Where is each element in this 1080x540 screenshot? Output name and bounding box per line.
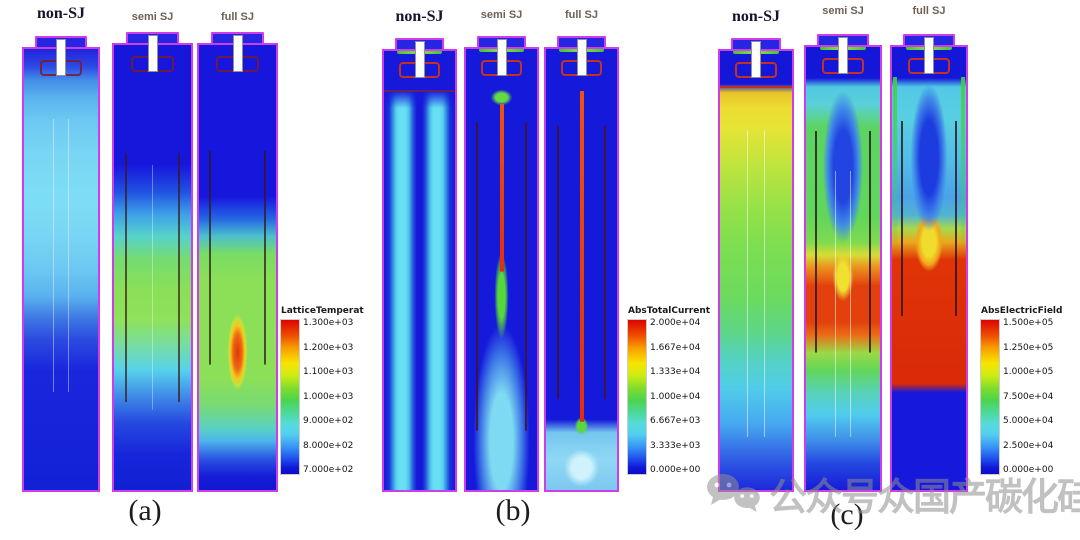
panel-c-non-sj-label: non-SJ	[731, 8, 781, 25]
colorbar	[627, 319, 647, 475]
tick: 1.000e+04	[650, 391, 701, 402]
caption-b: (b)	[495, 494, 531, 527]
legend-lattice-temperature: LatticeTemperat 1.300e+03 1.200e+03 1.10…	[280, 306, 364, 475]
caption-a: (a)	[128, 494, 162, 527]
tick: 7.500e+04	[1003, 391, 1054, 402]
tick: 0.000e+00	[650, 465, 701, 475]
tick: 6.667e+03	[650, 416, 701, 426]
gate-contact-stem	[414, 41, 425, 78]
panel-c-full-sj-label: full SJ	[912, 5, 946, 17]
panel-a-full-sj-label: full SJ	[220, 11, 254, 23]
tick: 1.333e+04	[650, 367, 701, 377]
legend-title: AbsTotalCurrent	[628, 306, 711, 316]
gate-contact-stem	[232, 35, 243, 72]
panel-a-non-sj-contour	[22, 36, 100, 492]
panel-b-full-sj-label: full SJ	[564, 9, 598, 21]
tick: 1.250e+05	[1003, 342, 1054, 353]
legend-abs-total-current: AbsTotalCurrent 2.000e+04 1.667e+04 1.33…	[627, 306, 710, 475]
gate-contact-stem	[838, 37, 848, 74]
panel-a-full-sj-contour	[197, 32, 278, 492]
tick: 1.200e+03	[303, 342, 354, 353]
panel-a-semi-sj-label: semi SJ	[131, 11, 174, 23]
contour-body	[804, 45, 882, 492]
contour-body	[22, 47, 100, 492]
colorbar-ticks: 1.300e+03 1.200e+03 1.100e+03 1.000e+03 …	[303, 319, 353, 475]
contour-body	[382, 49, 457, 492]
tick: 1.100e+03	[303, 367, 354, 377]
legend-abs-electric-field: AbsElectricField 1.500e+05 1.250e+05 1.0…	[980, 306, 1062, 475]
gate-contact-stem	[924, 37, 934, 74]
contour-body	[197, 43, 278, 492]
contour-body	[464, 47, 539, 492]
legend-title: LatticeTemperat	[281, 306, 364, 316]
panel-c-semi-sj-contour	[804, 34, 882, 492]
panel-b-full-sj-contour	[544, 36, 619, 492]
tick: 1.500e+05	[1003, 318, 1054, 328]
panel-b-semi-sj-contour	[464, 36, 539, 492]
gate-contact-stem	[576, 39, 587, 76]
colorbar	[980, 319, 1000, 475]
gate-contact-stem	[751, 41, 761, 78]
tick: 5.000e+04	[1003, 416, 1054, 426]
contour-body	[544, 47, 619, 492]
panel-c-full-sj-contour	[890, 34, 968, 492]
panel-c-semi-sj-label: semi SJ	[822, 5, 864, 17]
panel-b-semi-sj-label: semi SJ	[480, 9, 523, 21]
colorbar-ticks: 2.000e+04 1.667e+04 1.333e+04 1.000e+04 …	[650, 319, 700, 475]
legend-title: AbsElectricField	[981, 306, 1063, 316]
panel-b-non-sj-contour	[382, 38, 457, 492]
tick: 1.000e+05	[1003, 367, 1054, 377]
colorbar	[280, 319, 300, 475]
tick: 1.000e+03	[303, 391, 354, 402]
tick: 2.000e+04	[650, 318, 701, 328]
panel-c-non-sj-contour	[718, 38, 794, 492]
panel-b-non-sj-label: non-SJ	[395, 8, 444, 25]
tick: 1.667e+04	[650, 342, 701, 353]
tick: 3.333e+03	[650, 440, 701, 451]
gate-contact-stem	[496, 39, 507, 76]
panel-a-non-sj-label: non-SJ	[36, 5, 86, 22]
panel-a-semi-sj-contour	[112, 32, 193, 492]
contour-body	[112, 43, 193, 492]
gate-contact-stem	[56, 39, 66, 76]
tick: 1.300e+03	[303, 318, 354, 328]
contour-body	[890, 45, 968, 492]
tick: 8.000e+02	[303, 440, 354, 451]
gate-contact-stem	[147, 35, 158, 72]
tick: 9.000e+02	[303, 416, 354, 426]
contour-body	[718, 49, 794, 492]
colorbar-ticks: 1.500e+05 1.250e+05 1.000e+05 7.500e+04 …	[1003, 319, 1053, 475]
caption-c: (c)	[830, 498, 864, 531]
tick: 7.000e+02	[303, 465, 354, 475]
tick: 0.000e+00	[1003, 465, 1054, 475]
tick: 2.500e+04	[1003, 440, 1054, 451]
